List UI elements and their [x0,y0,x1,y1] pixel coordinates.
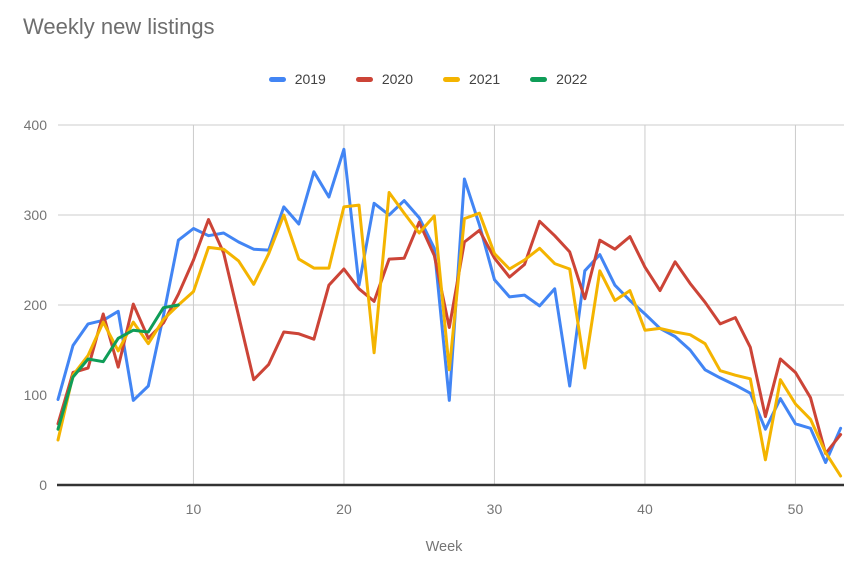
legend-item-2020: 2020 [355,71,413,87]
series-line-2022 [56,303,180,431]
x-tick-label-50: 50 [788,501,804,517]
legend-label-2021: 2021 [469,71,501,87]
y-tick-label-100: 100 [24,387,48,403]
y-tick-label-200: 200 [24,297,48,313]
legend-swatch-2022 [530,76,548,82]
chart-title: Weekly new listings [23,14,215,39]
legend-swatch-2019 [268,76,286,82]
x-tick-label-20: 20 [336,501,352,517]
legend-item-2021: 2021 [443,71,500,87]
y-tick-label-400: 400 [24,117,48,133]
legend-item-2019: 2019 [268,71,326,87]
series-line-2019 [56,147,843,464]
series-line-2021 [56,191,843,478]
x-axis-title: Week [426,539,464,555]
legend: 2019 2020 2021 2022 [0,71,856,87]
legend-swatch-2020 [355,76,373,82]
y-tick-label-0: 0 [39,477,47,493]
legend-label-2020: 2020 [381,71,413,87]
legend-swatch-2021 [443,76,460,82]
legend-label-2022: 2022 [556,71,588,87]
series-line-2020 [56,218,843,455]
y-tick-label-300: 300 [24,207,48,223]
legend-label-2019: 2019 [294,71,326,87]
x-tick-label-30: 30 [487,501,503,517]
legend-item-2022: 2022 [530,71,587,87]
x-tick-label-10: 10 [186,501,202,517]
x-tick-label-40: 40 [637,501,653,517]
